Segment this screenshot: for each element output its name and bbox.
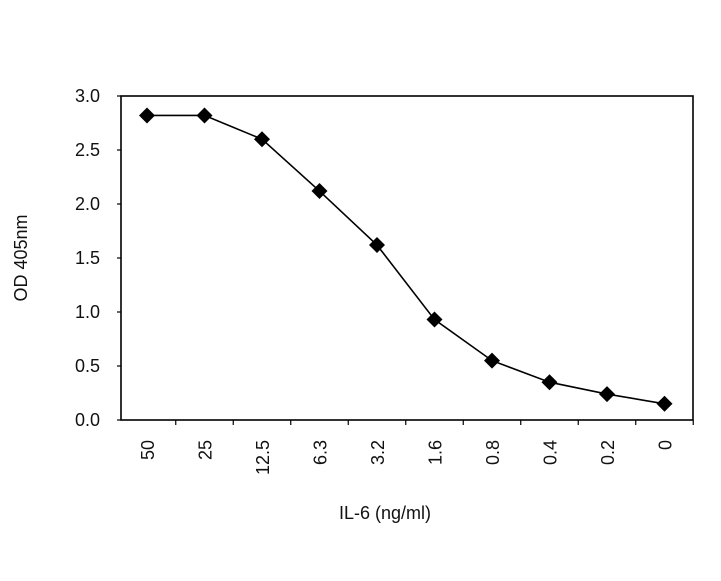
y-axis-title: OD 405nm: [11, 214, 31, 301]
data-point-marker: [426, 311, 443, 328]
data-point-marker: [139, 107, 155, 124]
x-tick-label: 0.2: [598, 440, 618, 465]
series-line: [147, 114, 665, 405]
y-tick-label: 3.0: [75, 86, 100, 106]
y-tick-label: 2.0: [75, 194, 100, 214]
data-point-marker: [484, 352, 500, 369]
series-markers: [139, 107, 673, 412]
x-tick-label: 6.3: [311, 440, 331, 465]
x-tick-label: 25: [196, 440, 216, 460]
data-point-marker: [369, 237, 385, 254]
x-tick-label: 0: [656, 440, 676, 450]
data-point-marker: [196, 107, 213, 124]
data-point-marker: [599, 386, 615, 403]
data-point-marker: [311, 183, 328, 200]
y-tick-label: 1.5: [75, 248, 100, 268]
y-tick-label: 2.5: [75, 140, 100, 160]
x-tick-label: 0.4: [541, 440, 561, 465]
x-axis-title: IL-6 (ng/ml): [339, 503, 431, 523]
data-point-marker: [541, 374, 558, 391]
y-tick-label: 1.0: [75, 302, 100, 322]
y-tick-labels: 0.0 0.5 1.0 1.5 2.0 2.5 3.0: [75, 86, 100, 430]
y-tick-marks: [117, 95, 121, 421]
plot-area-frame: [120, 95, 694, 421]
y-tick-label: 0.5: [75, 356, 100, 376]
x-tick-label: 3.2: [368, 440, 388, 465]
x-tick-label: 50: [138, 440, 158, 460]
y-tick-label: 0.0: [75, 410, 100, 430]
x-tick-label: 12.5: [253, 440, 273, 475]
x-tick-marks: [175, 420, 694, 425]
data-point-marker: [656, 395, 673, 412]
x-tick-labels: 50 25 12.5 6.3 3.2 1.6 0.8 0.4 0.2 0: [138, 440, 676, 475]
x-tick-label: 1.6: [426, 440, 446, 465]
x-tick-label: 0.8: [483, 440, 503, 465]
data-point-marker: [254, 131, 270, 148]
